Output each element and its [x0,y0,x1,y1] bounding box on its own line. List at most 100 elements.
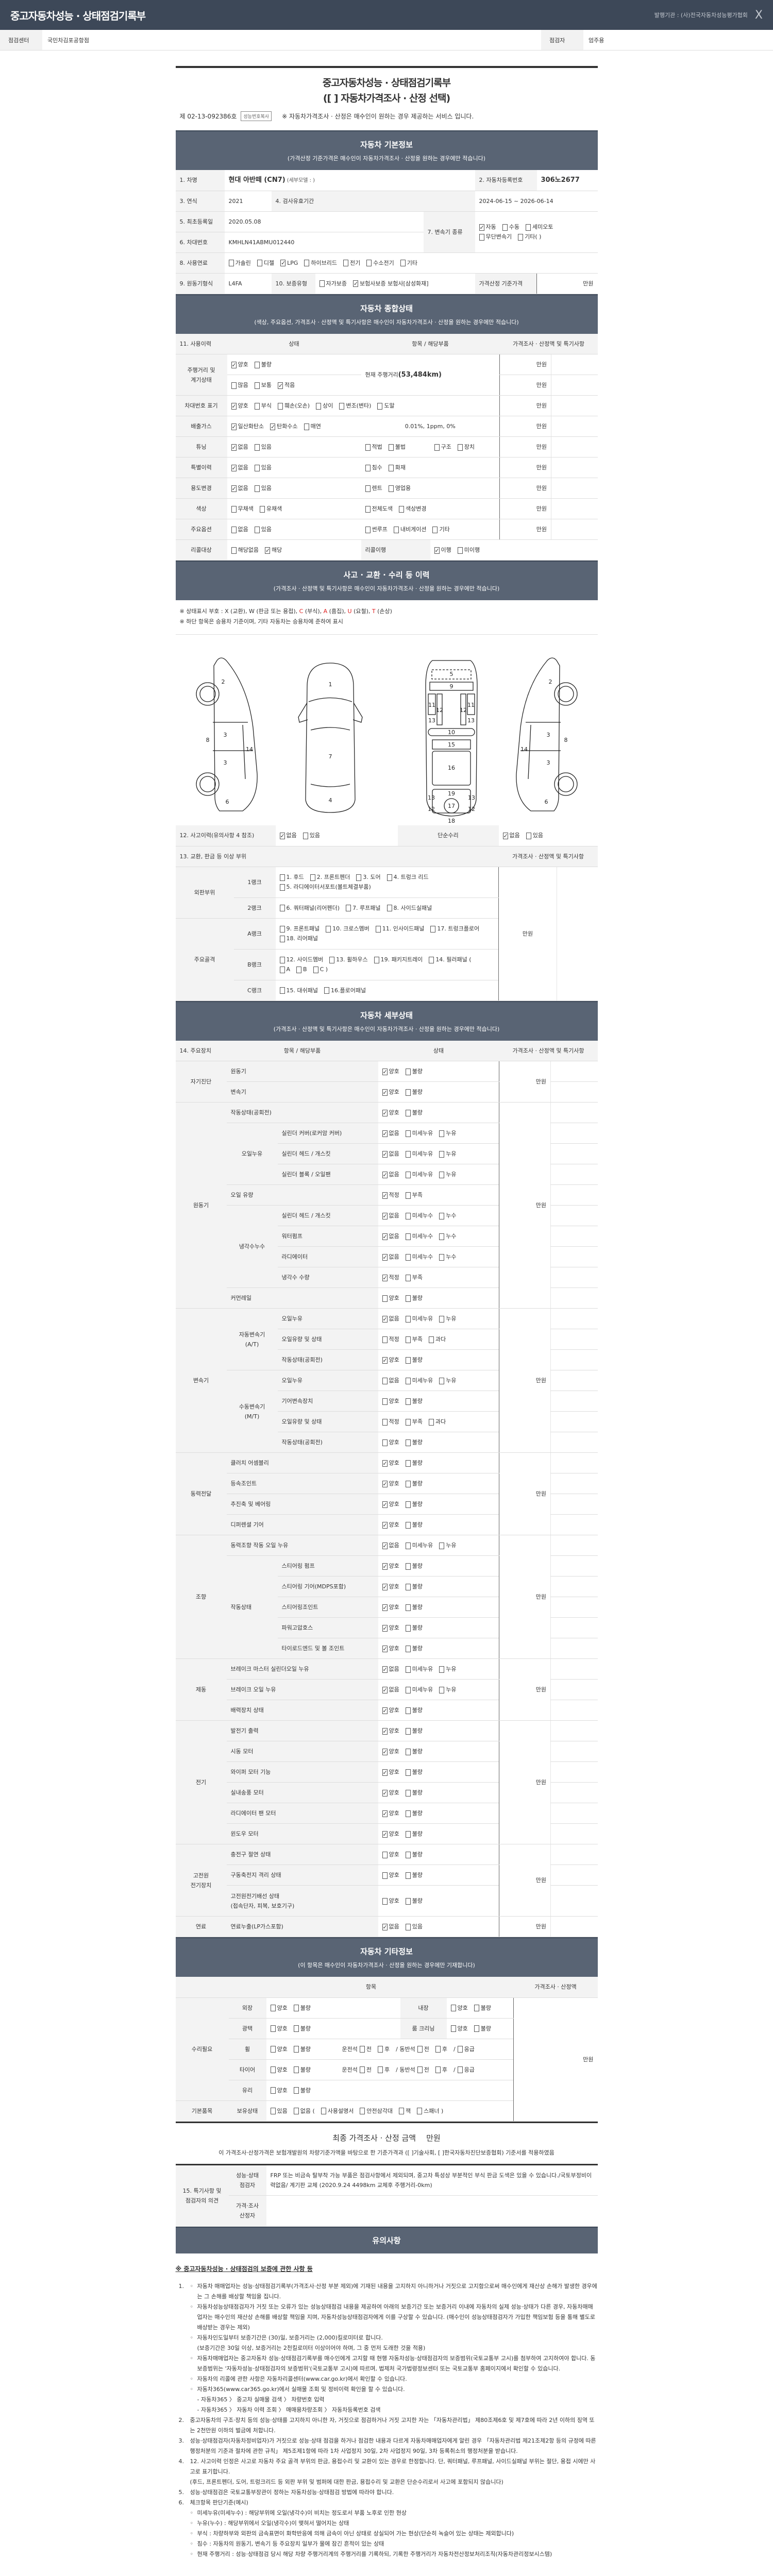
checkbox-option[interactable]: 불법 [388,442,406,452]
checkbox-option[interactable]: 부족 [405,1417,423,1427]
checkbox[interactable] [405,1810,411,1817]
checkbox-option[interactable]: 없음 [382,1540,399,1550]
checkbox[interactable] [324,987,329,994]
checkbox-option[interactable]: 유채색 [259,504,282,514]
checkbox-option[interactable]: 없음 [382,1231,399,1241]
checkbox-option[interactable]: A [279,964,290,974]
checked-checkbox[interactable] [479,224,484,231]
checkbox-option[interactable]: 불량 [405,1643,423,1653]
checkbox[interactable] [365,526,371,533]
checked-checkbox[interactable] [382,1563,388,1570]
checkbox[interactable] [405,1542,411,1549]
checkbox-option[interactable]: 불량 [405,1458,423,1468]
checkbox[interactable] [382,1851,388,1858]
checkbox[interactable] [429,1418,434,1426]
checked-checkbox[interactable] [231,402,237,410]
checkbox[interactable] [303,832,308,839]
checkbox-option[interactable]: 불량 [405,1870,423,1880]
checkbox-option[interactable]: 불량 [405,1850,423,1859]
checkbox-option[interactable]: 불량 [405,1602,423,1612]
checkbox-option[interactable]: 기타 [400,258,417,268]
checkbox[interactable] [502,224,508,231]
checkbox[interactable] [359,2066,365,2073]
checkbox-option[interactable]: 누수 [439,1231,457,1241]
checkbox[interactable] [417,2046,423,2053]
checkbox[interactable] [231,526,237,533]
checkbox-option[interactable]: 미이행 [457,545,480,555]
checkbox-option[interactable]: 없음 [231,463,248,472]
checked-checkbox[interactable] [231,423,237,430]
checkbox[interactable] [388,464,394,471]
checkbox-option[interactable]: 불량 [405,1829,423,1839]
checkbox[interactable] [439,1253,445,1261]
checkbox-option[interactable]: 있음 [405,1922,423,1931]
checkbox-option[interactable]: 전 [359,2044,372,2054]
checkbox[interactable] [304,423,309,430]
checkbox-option[interactable]: 14. 필러패널 ( [429,955,472,964]
checkbox[interactable] [429,1336,434,1343]
checkbox[interactable] [405,1253,411,1261]
checkbox[interactable] [382,1439,388,1446]
checkbox-option[interactable]: 없음 [502,831,520,840]
checked-checkbox[interactable] [382,1274,388,1281]
checkbox-option[interactable]: 양호 [382,1396,399,1406]
checkbox[interactable] [279,874,285,881]
checkbox[interactable] [434,444,440,451]
checkbox-option[interactable]: 불량 [405,1582,423,1591]
checkbox[interactable] [254,382,260,389]
checkbox[interactable] [365,464,371,471]
checkbox-option[interactable]: 미세누유 [405,1685,433,1694]
checkbox[interactable] [399,2108,404,2114]
checkbox-option[interactable]: 양호 [382,1726,399,1736]
checkbox-option[interactable]: 있음 [254,483,272,493]
checkbox[interactable] [405,1604,411,1611]
checkbox[interactable] [270,2087,276,2094]
checkbox-option[interactable]: 양호 [382,1788,399,1798]
checkbox[interactable] [231,382,237,389]
checkbox[interactable] [439,1686,445,1693]
checkbox-option[interactable]: 후 [378,2065,390,2075]
checkbox[interactable] [360,2108,365,2114]
checkbox-option[interactable]: 일산화탄소 [231,421,264,431]
checkbox-option[interactable]: 디젤 [257,258,274,268]
checkbox-option[interactable]: 양호 [382,1602,399,1612]
checkbox-option[interactable]: 불량 [405,1896,423,1906]
checked-checkbox[interactable] [382,1480,388,1487]
checkbox-option[interactable]: 불량 [405,1808,423,1818]
checkbox-option[interactable]: 불량 [474,2024,491,2033]
checkbox-option[interactable]: 16.플로어패널 [324,986,366,995]
checkbox-option[interactable]: 양호 [270,2044,288,2054]
checkbox[interactable] [405,1897,411,1905]
checkbox[interactable] [393,526,399,533]
checkbox-option[interactable]: 누유 [439,1685,457,1694]
checkbox-option[interactable]: 누유 [439,1540,457,1550]
checkbox[interactable] [439,1542,445,1549]
checkbox-option[interactable]: 렌트 [365,483,382,493]
checkbox[interactable] [439,1171,445,1178]
checkbox-option[interactable]: 없음 [382,1211,399,1221]
checkbox-option[interactable]: 자동 [479,222,496,232]
checkbox-option[interactable]: 적정 [382,1334,399,1344]
checkbox[interactable] [457,547,463,554]
checkbox-option[interactable]: 매연 [304,421,321,431]
checkbox[interactable] [378,2046,383,2053]
checkbox-option[interactable]: 화재 [388,463,406,472]
checkbox-option[interactable]: 없음 [231,524,248,534]
checkbox[interactable] [526,224,531,231]
checkbox-option[interactable]: 양호 [382,1808,399,1818]
checkbox-option[interactable]: 12. 사이드멤버 [279,955,323,964]
checkbox-option[interactable]: 없음 [382,1252,399,1262]
checked-checkbox[interactable] [382,1686,388,1693]
checkbox-option[interactable]: 미세누유 [405,1314,433,1324]
checkbox-option[interactable]: 없음 [382,1376,399,1385]
checkbox[interactable] [386,874,392,881]
checkbox-option[interactable]: 세미오토 [526,222,553,232]
checkbox-option[interactable]: 내비게이션 [393,524,426,534]
checkbox[interactable] [382,1897,388,1905]
checkbox[interactable] [526,832,531,839]
checkbox[interactable] [329,956,335,963]
checkbox[interactable] [398,505,404,513]
checkbox-option[interactable]: 불량 [405,1520,423,1530]
checkbox[interactable] [417,2066,423,2073]
checkbox-option[interactable]: 없음 [382,1314,399,1324]
